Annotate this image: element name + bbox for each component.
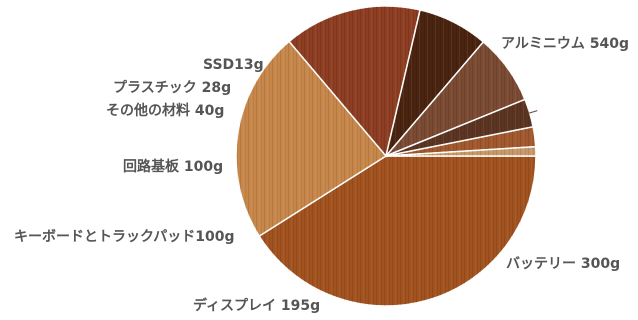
slice-label-battery: バッテリー 300g (506, 256, 621, 272)
pie-slice-texture-display (289, 5, 421, 156)
slice-label-circuit-board: 回路基板 100g (123, 159, 224, 175)
slice-label-aluminium: アルミニウム 540g (501, 36, 629, 52)
pie-slice-texture-ssd (386, 146, 536, 156)
pie-slice-texture-keyboard-trackpad (386, 9, 484, 157)
slice-label-ssd: SSD13g (203, 57, 264, 73)
pie-slice-texture-aluminium (259, 156, 536, 307)
slice-label-other-materials: その他の材料 40g (106, 103, 225, 119)
slice-label-keyboard-trackpad: キーボードとトラックパッド100g (14, 229, 235, 245)
slice-label-display: ディスプレイ 195g (193, 298, 321, 314)
pie-slice-texture-other-materials (386, 99, 534, 156)
leader-layer (527, 110, 538, 114)
pie-slice-texture-battery (235, 41, 386, 237)
slices-layer (235, 5, 537, 307)
leader-line-other-materials (527, 110, 538, 114)
pie-slice-texture-circuit-board (386, 41, 525, 156)
slice-label-plastic: プラスチック 28g (113, 80, 232, 96)
